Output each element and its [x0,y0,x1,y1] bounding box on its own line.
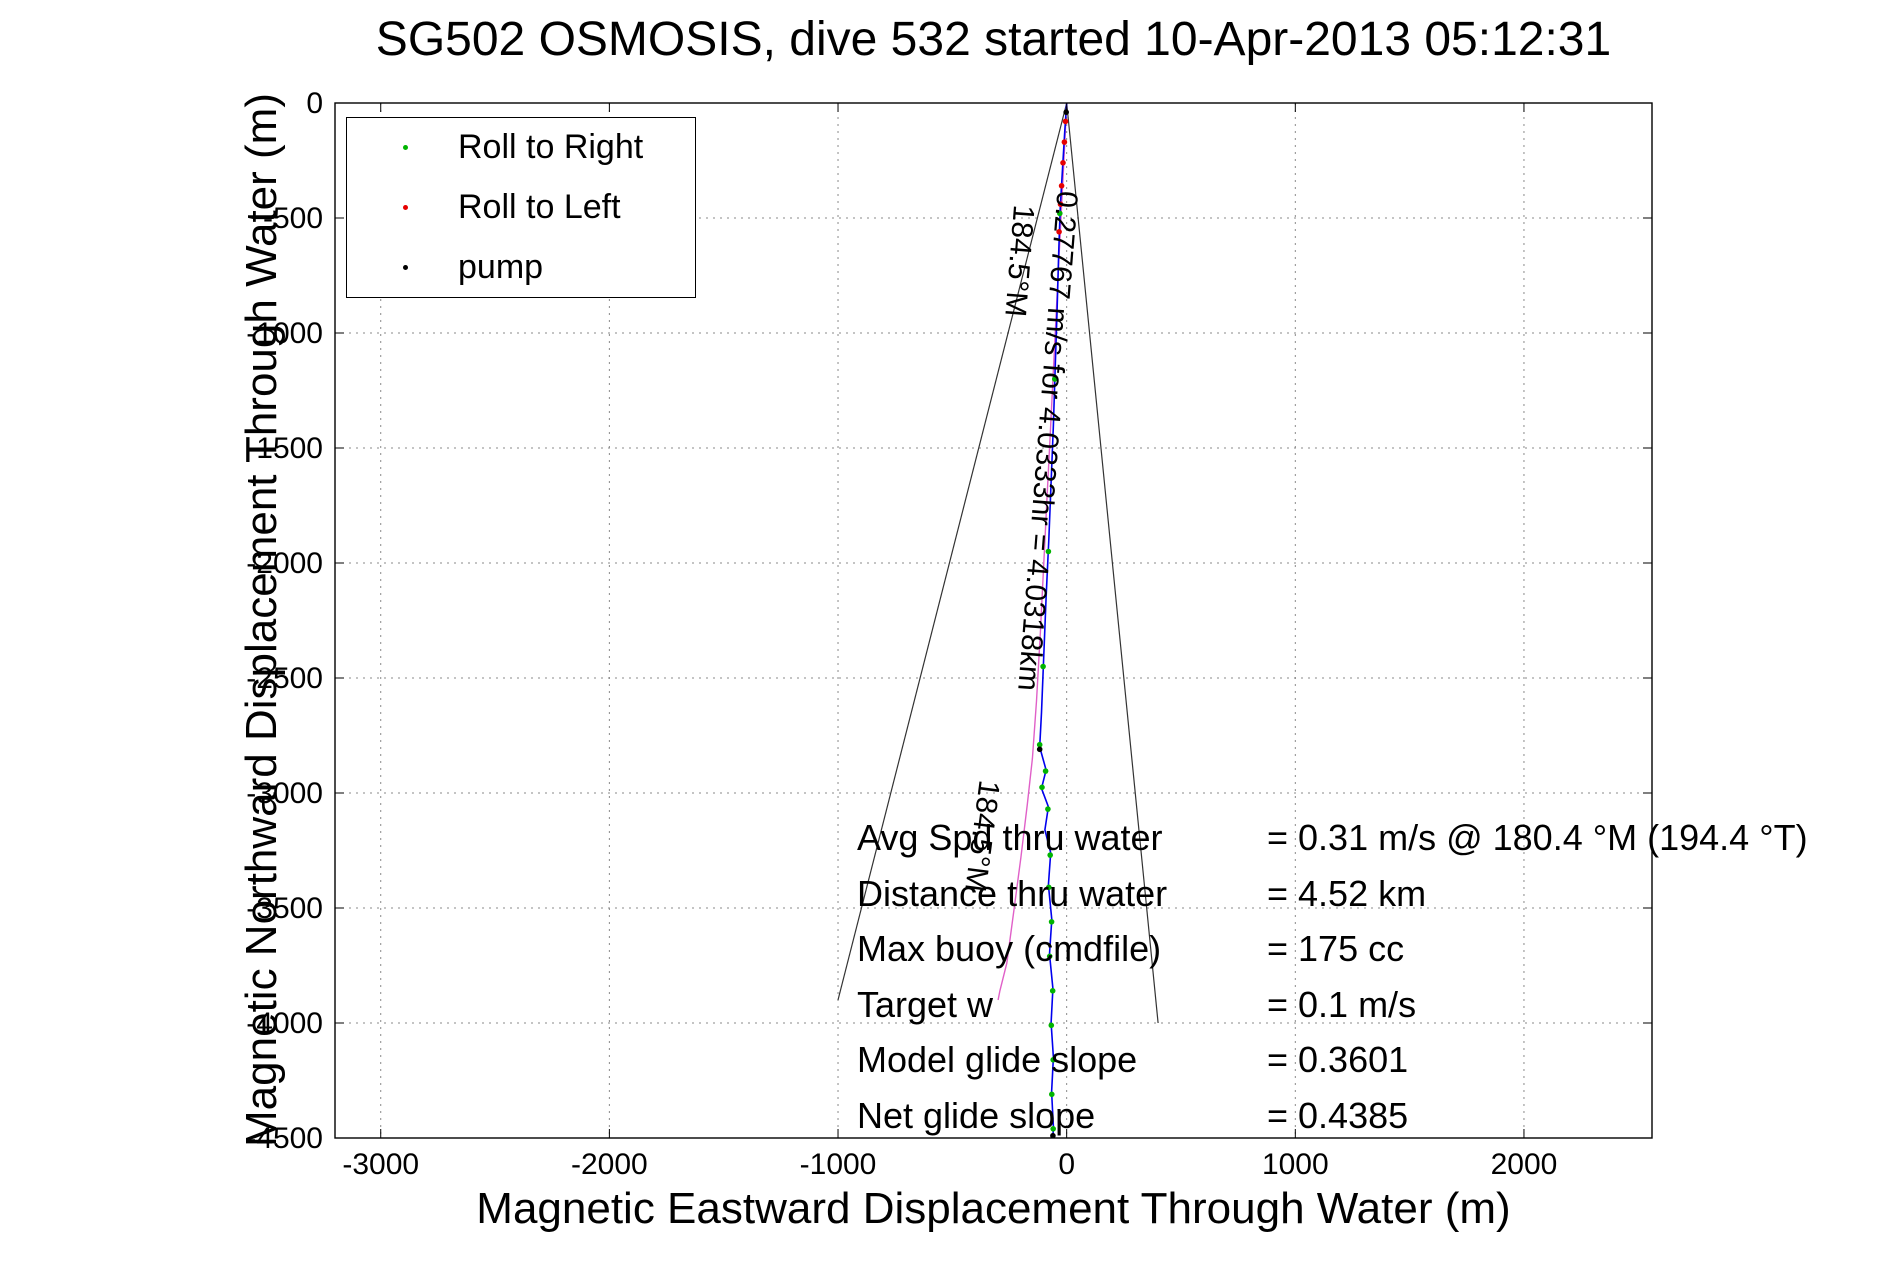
series-heading-envelope-right [1066,102,1159,1024]
legend-item-pump: pump [347,248,695,287]
stat-value: = 0.1 m/s [1267,983,1417,1025]
svg-text:-1000: -1000 [246,317,323,350]
legend-item-roll-to-left: Roll to Left [347,188,695,227]
stat-label: Target w [857,983,994,1025]
svg-text:-3500: -3500 [246,892,323,925]
svg-text:-3000: -3000 [342,1148,419,1181]
stat-value: = 0.3601 [1267,1039,1409,1080]
svg-text:2000: 2000 [1491,1148,1558,1181]
stat-label: Net glide slope [857,1094,1096,1136]
roll-left-marker-icon [403,204,408,210]
stat-label: Max buoy (cmdfile) [857,928,1162,969]
stat-max-buoy: Max buoy (cmdfile) = 175 cc [857,921,1808,977]
legend-label: pump [458,247,544,286]
svg-text:-4500: -4500 [246,1122,323,1155]
track-annotation-1: 184.5°M [998,204,1040,318]
legend-label: Roll to Right [458,128,644,167]
svg-text:1000: 1000 [1262,1148,1329,1181]
svg-text:-500: -500 [263,202,323,235]
legend-item-roll-to-right: Roll to Right [347,128,695,167]
svg-text:-1500: -1500 [246,432,323,465]
series-heading-envelope-left [837,102,1068,1001]
stat-label: Avg Spd thru water [857,817,1163,858]
svg-text:-1000: -1000 [800,1148,877,1181]
svg-text:-2000: -2000 [571,1148,648,1181]
roll-right-marker-icon [403,145,408,151]
stat-target-w: Target w = 0.1 m/s [857,977,1808,1033]
chart-title: SG502 OSMOSIS, dive 532 started 10-Apr-2… [375,13,1612,66]
stat-net-glide-slope: Net glide slope = 0.4385 [857,1088,1808,1144]
x-axis-label: Magnetic Eastward Displacement Through W… [476,1184,1511,1233]
y-axis-label: Magnetic Northward Displacement Through … [237,93,286,1147]
svg-text:0: 0 [1058,1148,1075,1181]
stat-model-glide-slope: Model glide slope = 0.3601 [857,1032,1808,1088]
svg-text:-2500: -2500 [246,662,323,695]
dive-stats-block: Avg Spd thru water = 0.31 m/s @ 180.4 °M… [857,810,1808,1143]
axis-ticks: -3000 -2000 -1000 0 1000 2000 0 -500 -1000 -1500 -… [246,87,1652,1181]
legend: Roll to Right Roll to Left pump [346,117,696,298]
stat-label: Model glide slope [857,1039,1138,1080]
svg-text:-2000: -2000 [246,547,323,580]
svg-text:-3000: -3000 [246,777,323,810]
markers-pump [1036,109,1069,1139]
stat-distance: Distance thru water = 4.52 km [857,866,1808,922]
stat-value: = 0.31 m/s @ 180.4 °M (194.4 °T) [1267,817,1808,858]
stat-value: = 0.4385 [1267,1094,1409,1136]
markers-roll-to-left [1056,118,1069,235]
pump-marker-icon [403,264,408,270]
stat-value: = 175 cc [1267,928,1405,969]
svg-text:-4000: -4000 [246,1007,323,1040]
svg-text:0: 0 [306,87,323,120]
axes-box [334,102,1653,1139]
stat-value: = 4.52 km [1267,872,1427,914]
series-dive-track [1038,102,1068,1139]
markers-roll-to-right [1036,210,1063,1132]
stat-avg-speed: Avg Spd thru water = 0.31 m/s @ 180.4 °M… [857,810,1808,866]
legend-label: Roll to Left [458,187,621,226]
stat-label: Distance thru water [857,872,1168,914]
